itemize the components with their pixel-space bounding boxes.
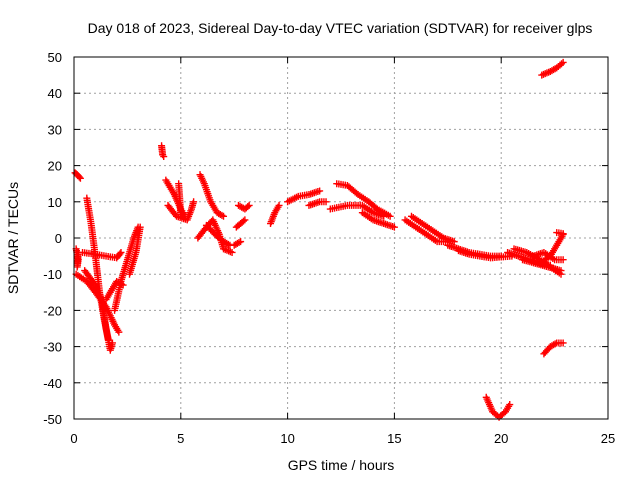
data-point-marker (190, 198, 198, 206)
data-point-marker (218, 211, 226, 219)
data-point-marker (239, 217, 247, 225)
data-series-arc-v (305, 198, 330, 209)
data-point-marker (237, 238, 245, 246)
data-point-marker (75, 173, 83, 181)
data-point-marker (316, 187, 324, 195)
data-series-arc-i (126, 223, 144, 278)
data-point-marker (177, 212, 185, 220)
data-point-marker (220, 212, 228, 220)
y-tick-label: 10 (48, 195, 62, 210)
data-series-arc-x (333, 180, 394, 220)
data-point-marker (241, 216, 249, 224)
data-series-arc-ad (482, 393, 514, 421)
data-series-arc-t (267, 201, 283, 228)
data-point-marker (559, 58, 567, 66)
y-axis-label: SDTVAR / TECUs (5, 182, 21, 294)
grid-layer (74, 57, 608, 419)
data-point-marker (558, 60, 566, 68)
y-tick-label: -30 (43, 340, 62, 355)
y-tick-label: -20 (43, 303, 62, 318)
data-series-arc-ac (454, 247, 516, 262)
data-series-arc-m (175, 180, 185, 220)
data-point-marker (275, 201, 283, 209)
data-point-marker (235, 239, 243, 247)
data-point-marker (116, 250, 124, 258)
y-tick-label: 50 (48, 50, 62, 65)
data-series-arc-ak (538, 58, 567, 79)
data-point-marker (245, 201, 253, 209)
data-series-arc-aa (407, 212, 458, 246)
data-point-marker (450, 238, 458, 246)
y-tick-label: 40 (48, 86, 62, 101)
data-series-arc-z (401, 216, 452, 246)
data-point-marker (322, 198, 330, 206)
data-point-marker (390, 223, 398, 231)
data-series-arc-r (232, 216, 249, 231)
plot-frame (73, 56, 609, 420)
data-series-arc-ag (519, 256, 565, 275)
data-point-marker (160, 153, 168, 161)
x-axis-label: GPS time / hours (288, 457, 395, 473)
data-series-arc-f (83, 194, 112, 343)
y-tick-label: 30 (48, 122, 62, 137)
data-point-marker (557, 267, 565, 275)
x-tick-label: 10 (280, 431, 294, 446)
data-series-arc-aj (553, 229, 567, 238)
data-series-arc-b (72, 245, 82, 271)
x-tick-label: 5 (177, 431, 184, 446)
chart-title: Day 018 of 2023, Sidereal Day-to-day VTE… (88, 20, 593, 36)
y-tick-label: -10 (43, 267, 62, 282)
x-tick-label: 25 (601, 431, 615, 446)
data-point-marker (104, 335, 112, 343)
data-point-marker (115, 328, 123, 336)
data-series-arc-al (540, 339, 567, 358)
data-point-marker (551, 340, 559, 348)
data-series-arc-y (358, 209, 398, 231)
data-series-arc-u (284, 187, 324, 206)
data-point-marker (76, 174, 84, 182)
data-point-marker (228, 248, 236, 256)
data-point-marker (506, 401, 514, 409)
x-tick-label: 0 (70, 431, 77, 446)
data-point-marker (244, 203, 252, 211)
x-tick-label: 15 (387, 431, 401, 446)
y-tick-label: 0 (55, 231, 62, 246)
data-series-arc-q (230, 238, 245, 249)
data-point-marker (136, 223, 144, 231)
y-tick-label: -50 (43, 412, 62, 427)
data-series-arc-l (164, 198, 198, 224)
data-series-arc-p (202, 221, 234, 249)
data-series-arc-ai (536, 230, 567, 267)
y-tick-label: 20 (48, 159, 62, 174)
data-layer (71, 58, 567, 421)
data-point-marker (117, 248, 125, 256)
y-tick-label: -40 (43, 376, 62, 391)
data-series-arc-w (326, 201, 388, 220)
data-point-marker (559, 339, 567, 347)
data-point-marker (386, 212, 394, 220)
data-point-marker (559, 256, 567, 264)
data-point-marker (559, 230, 567, 238)
data-series-arc-d (79, 248, 125, 262)
data-point-marker (224, 240, 232, 248)
data-series-arc-j (158, 142, 168, 161)
data-point-marker (108, 339, 116, 347)
x-tick-label: 20 (494, 431, 508, 446)
data-series-arc-o (196, 171, 228, 220)
data-series-arc-s (234, 201, 253, 213)
data-series-arc-a (71, 169, 84, 182)
